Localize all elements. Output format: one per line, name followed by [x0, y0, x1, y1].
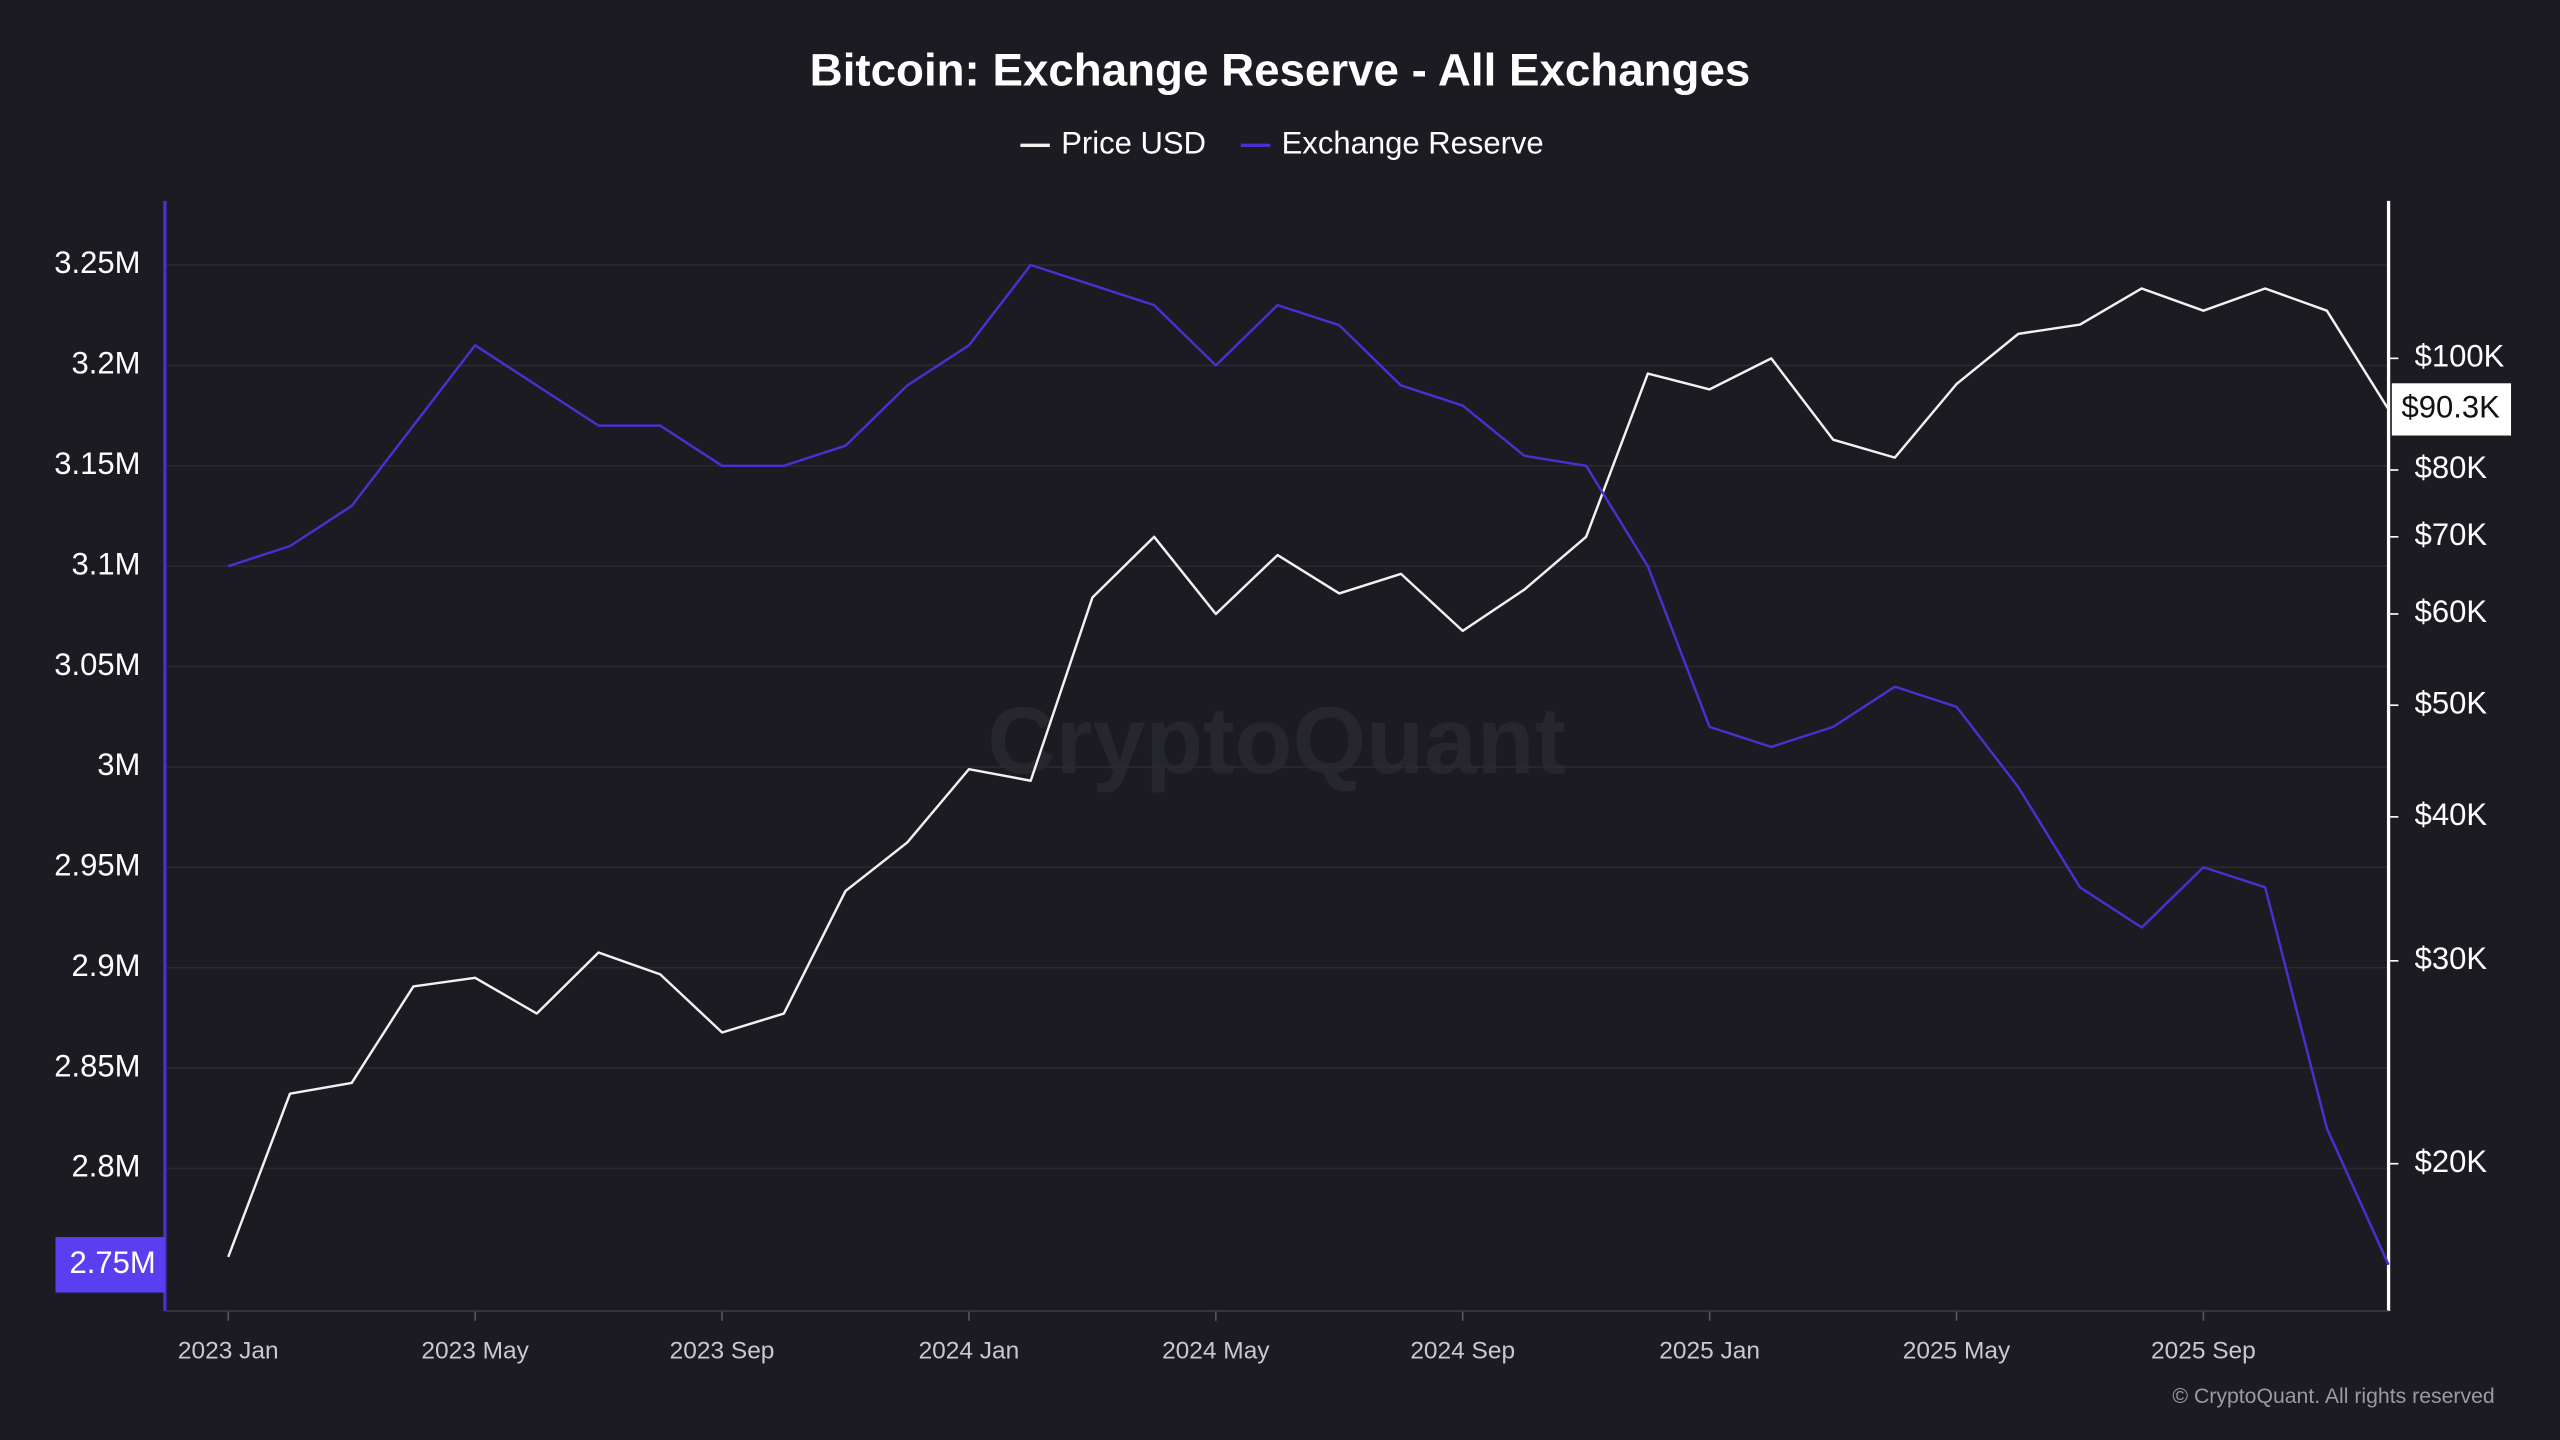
y2-tick-label: $70K	[2415, 517, 2488, 552]
y-tick-label: 2.8M	[71, 1149, 140, 1184]
y2-tick-label: $100K	[2415, 339, 2505, 374]
x-tick-label: 2024 Jan	[919, 1337, 1020, 1364]
y-tick-label: 3.15M	[54, 446, 140, 481]
x-tick-label: 2025 Sep	[2151, 1337, 2256, 1364]
y2-tick-label: $20K	[2415, 1144, 2488, 1179]
x-tick-label: 2025 May	[1903, 1337, 2011, 1364]
x-tick-label: 2025 Jan	[1659, 1337, 1760, 1364]
series-line	[227, 287, 2390, 1258]
watermark: CryptoQuant	[987, 688, 1566, 794]
y-tick-label: 2.95M	[54, 848, 140, 883]
copyright: © CryptoQuant. All rights reserved	[2172, 1385, 2494, 1408]
y2-tick-label: $30K	[2415, 941, 2488, 976]
y2-tick-label: $60K	[2415, 594, 2488, 629]
x-tick-label: 2024 Sep	[1410, 1337, 1515, 1364]
x-tick-label: 2023 May	[421, 1337, 529, 1364]
y-tick-label: 3.1M	[71, 546, 140, 581]
y2-tick-label: $50K	[2415, 685, 2488, 720]
x-tick-label: 2023 Sep	[670, 1337, 775, 1364]
y-tick-label: 2.9M	[71, 948, 140, 983]
y-tick-label: 3M	[97, 747, 140, 782]
legend-label: Exchange Reserve	[1282, 125, 1544, 160]
last-value-label: 2.75M	[70, 1245, 156, 1280]
y-tick-label: 2.85M	[54, 1048, 140, 1083]
chart-title: Bitcoin: Exchange Reserve - All Exchange…	[810, 45, 1751, 96]
x-tick-label: 2023 Jan	[178, 1337, 279, 1364]
legend-label: Price USD	[1061, 125, 1206, 160]
x-tick-label: 2024 May	[1162, 1337, 1270, 1364]
series-line	[227, 263, 2390, 1266]
y-tick-label: 3.2M	[71, 346, 140, 381]
last-value-label: $90.3K	[2401, 390, 2500, 425]
y-tick-label: 3.25M	[54, 245, 140, 280]
y2-tick-label: $40K	[2415, 797, 2488, 832]
last-value-box	[2391, 383, 2512, 436]
y2-tick-label: $80K	[2415, 450, 2488, 485]
last-value-box	[55, 1237, 165, 1293]
y-tick-label: 3.05M	[54, 647, 140, 682]
